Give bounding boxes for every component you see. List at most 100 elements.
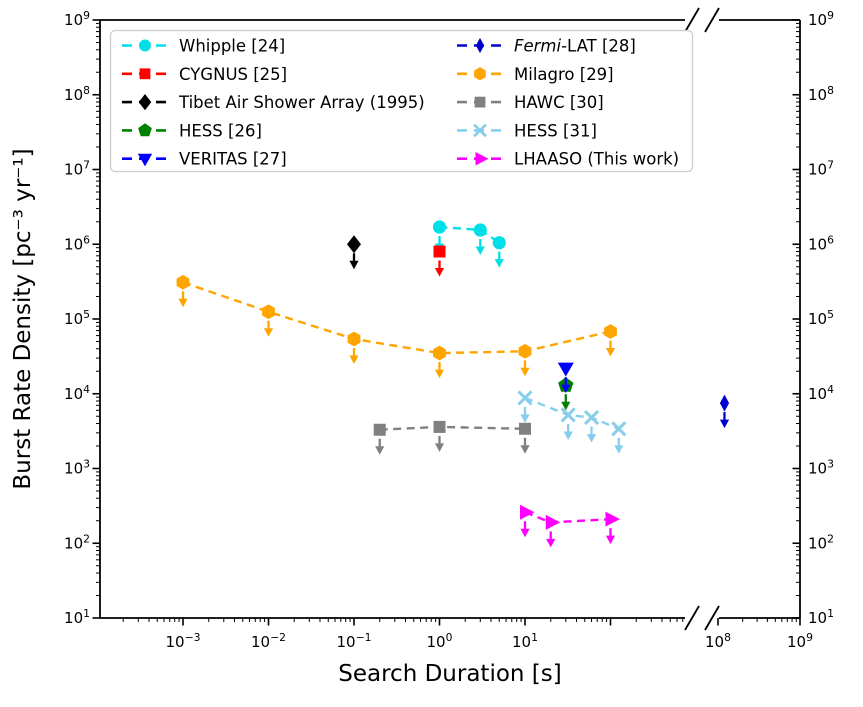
upper-limit-arrow-head <box>561 384 571 394</box>
upper-limit-arrow-head <box>719 419 730 429</box>
series-line <box>379 425 526 431</box>
tick-label: 103 <box>808 458 834 478</box>
tick-label: 105 <box>64 308 90 328</box>
data-marker-square <box>139 68 151 80</box>
legend-label: LHAASO (This work) <box>514 150 679 169</box>
data-marker-thin-diamond <box>475 37 485 54</box>
legend-box <box>109 29 694 173</box>
data-marker-square <box>373 423 386 436</box>
data-marker-x <box>560 407 576 423</box>
data-marker-thin-diamond <box>719 394 730 412</box>
data-marker-circle <box>473 223 487 237</box>
series-milagro-29 <box>176 274 617 379</box>
legend-item-fermi-lat-28: Fermi-LAT [28] <box>457 37 636 56</box>
legend-label: Whipple [24] <box>179 37 285 56</box>
data-marker-hexagon <box>347 331 361 347</box>
upper-limit-arrow-head <box>349 260 359 270</box>
data-marker-hexagon <box>433 345 446 361</box>
tick-label: 109 <box>64 9 90 29</box>
y-axis-label: Burst Rate Density [pc⁻³ yr⁻¹] <box>10 148 36 489</box>
data-marker-hexagon <box>262 304 275 320</box>
data-marker-square <box>433 245 446 258</box>
tick-label: 101 <box>512 631 538 651</box>
tick-label: 103 <box>64 458 90 478</box>
data-marker-x <box>583 410 600 426</box>
upper-limit-arrow-head <box>614 445 624 454</box>
upper-limit-arrow-head <box>494 259 504 268</box>
tick-label: 108 <box>808 84 834 104</box>
series-line <box>524 396 620 430</box>
tick-label: 108 <box>64 84 90 104</box>
tick-label: 102 <box>808 532 834 552</box>
legend-label: HESS [31] <box>514 121 597 140</box>
data-marker-circle <box>492 236 506 250</box>
legend-item-tibet-air-shower-array-1995: Tibet Air Shower Array (1995) <box>122 93 425 112</box>
data-marker-x <box>473 123 487 138</box>
legend-item-veritas-27: VERITAS [27] <box>122 150 287 169</box>
series-tibet-air-shower-array-1995 <box>347 235 361 270</box>
legend-item-whipple-24: Whipple [24] <box>122 37 285 56</box>
upper-limit-arrow-head <box>605 535 616 545</box>
tick-label: 10−2 <box>251 631 286 651</box>
data-marker-hexagon <box>518 343 532 359</box>
legend-label: Tibet Air Shower Array (1995) <box>178 93 425 112</box>
data-marker-square <box>433 420 446 433</box>
upper-limit-arrow-head <box>434 267 445 277</box>
series-hawc-30 <box>373 420 531 455</box>
tick-label: 104 <box>808 383 834 403</box>
axis-break-slash <box>704 605 720 631</box>
tick-label: 102 <box>64 532 90 552</box>
tick-label: 106 <box>808 233 834 253</box>
axis-break-slash <box>684 605 700 631</box>
series-line <box>439 225 500 244</box>
series-whipple-24 <box>432 220 506 268</box>
tick-label: 104 <box>64 383 90 403</box>
upper-limit-arrow-head <box>375 446 385 455</box>
series-fermi-lat-28 <box>719 394 730 429</box>
data-marker-x <box>517 390 533 406</box>
series-lhaaso-this-work <box>520 504 620 548</box>
legend-label: HAWC [30] <box>514 93 604 112</box>
data-marker-triangle-right <box>545 514 561 530</box>
series-line <box>524 511 611 524</box>
data-marker-triangle-right <box>475 151 489 166</box>
tick-label: 108 <box>705 631 731 651</box>
upper-limit-arrow-head <box>349 355 359 365</box>
data-marker-circle <box>139 39 151 52</box>
axis-ticks <box>92 19 801 626</box>
legend-label: HESS [26] <box>179 121 262 140</box>
data-marker-triangle-right <box>520 504 535 520</box>
upper-limit-arrow-head <box>563 431 573 440</box>
upper-limit-arrow-head <box>605 348 616 357</box>
legend-label: Milagro [29] <box>514 65 614 84</box>
legend-item-hess-26: HESS [26] <box>122 121 262 140</box>
tick-label: 107 <box>808 159 834 179</box>
legend-item-cygnus-25: CYGNUS [25] <box>122 65 287 84</box>
data-marker-circle <box>432 220 447 234</box>
data-marker-x <box>611 421 627 437</box>
tick-label: 101 <box>808 607 834 627</box>
series-line <box>182 281 611 355</box>
tick-label: 107 <box>64 159 90 179</box>
series-cygnus-25 <box>433 245 446 277</box>
data-marker-hexagon <box>474 67 486 81</box>
data-marker-diamond <box>347 235 361 254</box>
legend: Whipple [24] CYGNUS [25] Tibet Air Shower … <box>109 29 694 173</box>
upper-limit-arrow-head <box>520 367 530 377</box>
legend-label: Fermi-LAT [28] <box>514 37 636 56</box>
legend-label: CYGNUS [25] <box>179 65 287 84</box>
axis-break-slash <box>684 7 700 33</box>
tick-label: 101 <box>64 607 90 627</box>
legend-item-hawc-30: HAWC [30] <box>457 93 604 112</box>
upper-limit-arrow-head <box>434 443 445 452</box>
upper-limit-arrow-head <box>263 328 274 337</box>
upper-limit-arrow-head <box>520 414 530 423</box>
data-marker-triangle-right <box>605 511 620 527</box>
upper-limit-arrow-head <box>178 298 188 308</box>
upper-limit-arrow-head <box>475 246 485 256</box>
data-marker-pentagon <box>138 123 152 137</box>
legend-item-lhaaso-this-work: LHAASO (This work) <box>457 150 679 169</box>
data-marker-square <box>474 96 486 108</box>
data-marker-diamond <box>138 94 152 111</box>
